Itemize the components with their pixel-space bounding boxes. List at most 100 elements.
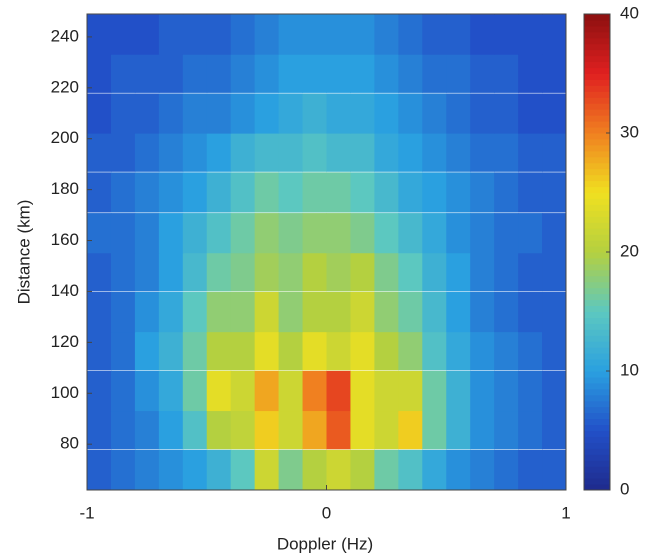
heatmap-cell [374,131,399,172]
heatmap-cell [158,330,184,371]
heatmap-cell [254,251,280,292]
heatmap-cell [230,52,256,93]
heatmap-cell [470,409,495,450]
heatmap-cell [158,251,184,292]
heatmap-cell [110,370,136,412]
y-tick-label: 200 [51,128,79,147]
heatmap-cell [350,52,375,93]
heatmap-cell [206,131,232,172]
heatmap-cell [494,409,519,450]
heatmap-cell [182,409,208,450]
heatmap-cell [518,131,543,172]
heatmap-cell [470,251,495,292]
colorbar-segment [584,19,610,27]
y-tick-label: 220 [51,77,79,96]
colorbar-tick-label: 40 [620,3,639,22]
heatmap-cell [87,330,112,371]
colorbar-segment [584,484,610,491]
heatmap-cell [422,330,447,371]
heatmap-cell [254,213,280,254]
heatmap-cell [518,291,543,333]
heatmap-cell [326,14,351,55]
heatmap-cell [542,93,567,134]
colorbar-segment [584,418,610,426]
colorbar-segment [584,198,610,205]
heatmap-cell [398,14,423,55]
colorbar-segment [584,299,610,307]
colorbar-segment [584,192,610,199]
heatmap-cell [350,251,375,292]
colorbar-segment [584,43,610,51]
heatmap-cell [230,409,256,450]
heatmap-cell [87,370,112,412]
colorbar-segment [584,460,610,467]
heatmap-cell [110,14,136,55]
heatmap-cell [518,251,543,292]
heatmap-cell [206,213,232,254]
heatmap-cell [518,93,543,134]
heatmap-cell [182,370,208,412]
heatmap-cell [470,93,495,134]
heatmap-cell [326,213,351,254]
heatmap-cell [350,213,375,254]
colorbar-segment [584,353,610,360]
heatmap-cell [110,131,136,172]
heatmap-cell [87,52,112,93]
colorbar-segment [584,73,610,80]
heatmap-cell [254,330,280,371]
x-tick-label: -1 [79,503,94,522]
heatmap-cell [110,52,136,93]
heatmap-cell [134,370,160,412]
heatmap-cell [206,14,232,55]
heatmap-cell [542,330,567,371]
colorbar-segment [584,394,610,402]
heatmap-cell [374,251,399,292]
heatmap-cell [230,131,256,172]
heatmap-cell [158,449,184,490]
colorbar-segment [584,466,610,473]
heatmap-cell [158,172,184,213]
heatmap-cell [326,409,351,450]
heatmap-cell [518,409,543,450]
heatmap-cell [158,370,184,412]
heatmap-cell [158,291,184,333]
heatmap-cell [278,370,304,412]
colorbar-segment [584,228,610,235]
heatmap-cell [302,409,327,450]
heatmap-cell [470,131,495,172]
heatmap-cell [87,213,112,254]
heatmap-cell [398,52,423,93]
heatmap-cell [446,291,471,333]
heatmap-cell [350,172,375,213]
colorbar-segment [584,37,610,45]
heatmap-cell [87,14,112,55]
heatmap-cell [230,14,256,55]
colorbar-segment [584,257,610,265]
heatmap-cell [87,93,112,134]
heatmap-cell [302,172,327,213]
heatmap-cell [542,251,567,292]
colorbar-segment [584,25,610,33]
heatmap-cell [374,330,399,371]
colorbar-segment [584,448,610,455]
heatmap-cell [182,449,208,490]
heatmap-cell [158,52,184,93]
colorbar-segment [584,406,610,414]
heatmap-cell [87,409,112,450]
colorbar-segment [584,174,610,182]
heatmap-cell [470,172,495,213]
heatmap-cell [422,213,447,254]
heatmap-cell [326,52,351,93]
heatmap-cell [542,409,567,450]
colorbar-segment [584,412,610,420]
heatmap-cell [302,370,327,412]
colorbar-segment [584,323,610,330]
y-tick-label: 140 [51,281,79,300]
heatmap-cell [374,449,399,490]
heatmap-cell [278,449,304,490]
heatmap-cell [158,409,184,450]
colorbar-tick-label: 30 [620,122,639,141]
colorbar-segment [584,79,610,86]
heatmap-cell [518,370,543,412]
heatmap-cell [374,14,399,55]
